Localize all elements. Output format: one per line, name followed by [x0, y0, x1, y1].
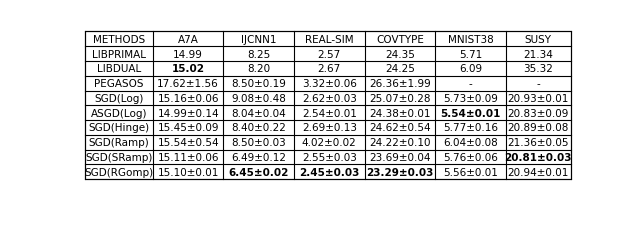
Text: 8.40±0.22: 8.40±0.22 [231, 123, 286, 133]
Text: SGD(SRamp): SGD(SRamp) [85, 152, 152, 162]
Text: 6.45±0.02: 6.45±0.02 [228, 167, 289, 177]
Text: 35.32: 35.32 [524, 64, 554, 74]
Bar [85, 32, 571, 180]
Text: 5.77±0.16: 5.77±0.16 [443, 123, 498, 133]
Text: 20.81±0.03: 20.81±0.03 [504, 152, 572, 162]
Text: 9.08±0.48: 9.08±0.48 [231, 94, 286, 104]
Text: 15.02: 15.02 [172, 64, 205, 74]
Text: 24.25: 24.25 [385, 64, 415, 74]
Text: 8.20: 8.20 [247, 64, 270, 74]
Text: 2.62±0.03: 2.62±0.03 [302, 94, 356, 104]
Text: 2.54±0.01: 2.54±0.01 [302, 108, 356, 118]
Text: 2.45±0.03: 2.45±0.03 [299, 167, 360, 177]
Text: 24.35: 24.35 [385, 49, 415, 59]
Text: 21.36±0.05: 21.36±0.05 [508, 138, 569, 148]
Text: 17.62±1.56: 17.62±1.56 [157, 79, 219, 89]
Text: -: - [468, 79, 472, 89]
Text: LIBDUAL: LIBDUAL [97, 64, 141, 74]
Text: REAL-SIM: REAL-SIM [305, 35, 354, 45]
Text: 2.55±0.03: 2.55±0.03 [302, 152, 356, 162]
Text: 15.45±0.09: 15.45±0.09 [157, 123, 219, 133]
Text: 23.69±0.04: 23.69±0.04 [369, 152, 431, 162]
Text: 15.10±0.01: 15.10±0.01 [157, 167, 219, 177]
Text: 5.56±0.01: 5.56±0.01 [443, 167, 498, 177]
Text: METHODS: METHODS [93, 35, 145, 45]
Text: 20.93±0.01: 20.93±0.01 [508, 94, 569, 104]
Text: 20.83±0.09: 20.83±0.09 [508, 108, 569, 118]
Text: 5.76±0.06: 5.76±0.06 [443, 152, 498, 162]
Text: SGD(Hinge): SGD(Hinge) [88, 123, 150, 133]
Text: SUSY: SUSY [525, 35, 552, 45]
Text: ASGD(Log): ASGD(Log) [91, 108, 147, 118]
Text: SGD(RGomp): SGD(RGomp) [84, 167, 154, 177]
Text: 14.99: 14.99 [173, 49, 203, 59]
Text: SGD(Log): SGD(Log) [94, 94, 143, 104]
Text: 8.50±0.03: 8.50±0.03 [232, 138, 286, 148]
Text: 4.02±0.02: 4.02±0.02 [302, 138, 356, 148]
Text: 20.89±0.08: 20.89±0.08 [508, 123, 569, 133]
Text: 24.22±0.10: 24.22±0.10 [369, 138, 431, 148]
Text: 21.34: 21.34 [524, 49, 554, 59]
Text: 23.29±0.03: 23.29±0.03 [366, 167, 433, 177]
Text: 15.16±0.06: 15.16±0.06 [157, 94, 219, 104]
Text: A7A: A7A [178, 35, 198, 45]
Text: 14.99±0.14: 14.99±0.14 [157, 108, 219, 118]
Text: 6.04±0.08: 6.04±0.08 [443, 138, 498, 148]
Text: 24.62±0.54: 24.62±0.54 [369, 123, 431, 133]
Text: 20.94±0.01: 20.94±0.01 [508, 167, 569, 177]
Text: 25.07±0.28: 25.07±0.28 [369, 94, 431, 104]
Text: 3.32±0.06: 3.32±0.06 [302, 79, 356, 89]
Text: 8.04±0.04: 8.04±0.04 [232, 108, 286, 118]
Text: SGD(Ramp): SGD(Ramp) [88, 138, 149, 148]
Text: 6.09: 6.09 [459, 64, 482, 74]
Text: MNIST38: MNIST38 [447, 35, 493, 45]
Text: 5.54±0.01: 5.54±0.01 [440, 108, 500, 118]
Text: 15.11±0.06: 15.11±0.06 [157, 152, 219, 162]
Text: 2.69±0.13: 2.69±0.13 [302, 123, 357, 133]
Text: 26.36±1.99: 26.36±1.99 [369, 79, 431, 89]
Text: 24.38±0.01: 24.38±0.01 [369, 108, 431, 118]
Text: 5.73±0.09: 5.73±0.09 [443, 94, 498, 104]
Text: 2.57: 2.57 [317, 49, 341, 59]
Text: 15.54±0.54: 15.54±0.54 [157, 138, 219, 148]
Text: 2.67: 2.67 [317, 64, 341, 74]
Text: 8.50±0.19: 8.50±0.19 [231, 79, 286, 89]
Text: PEGASOS: PEGASOS [94, 79, 144, 89]
Text: COVTYPE: COVTYPE [376, 35, 424, 45]
Text: 5.71: 5.71 [459, 49, 482, 59]
Text: IJCNN1: IJCNN1 [241, 35, 276, 45]
Text: LIBPRIMAL: LIBPRIMAL [92, 49, 146, 59]
Text: 8.25: 8.25 [247, 49, 270, 59]
Text: -: - [536, 79, 540, 89]
Text: 6.49±0.12: 6.49±0.12 [231, 152, 286, 162]
